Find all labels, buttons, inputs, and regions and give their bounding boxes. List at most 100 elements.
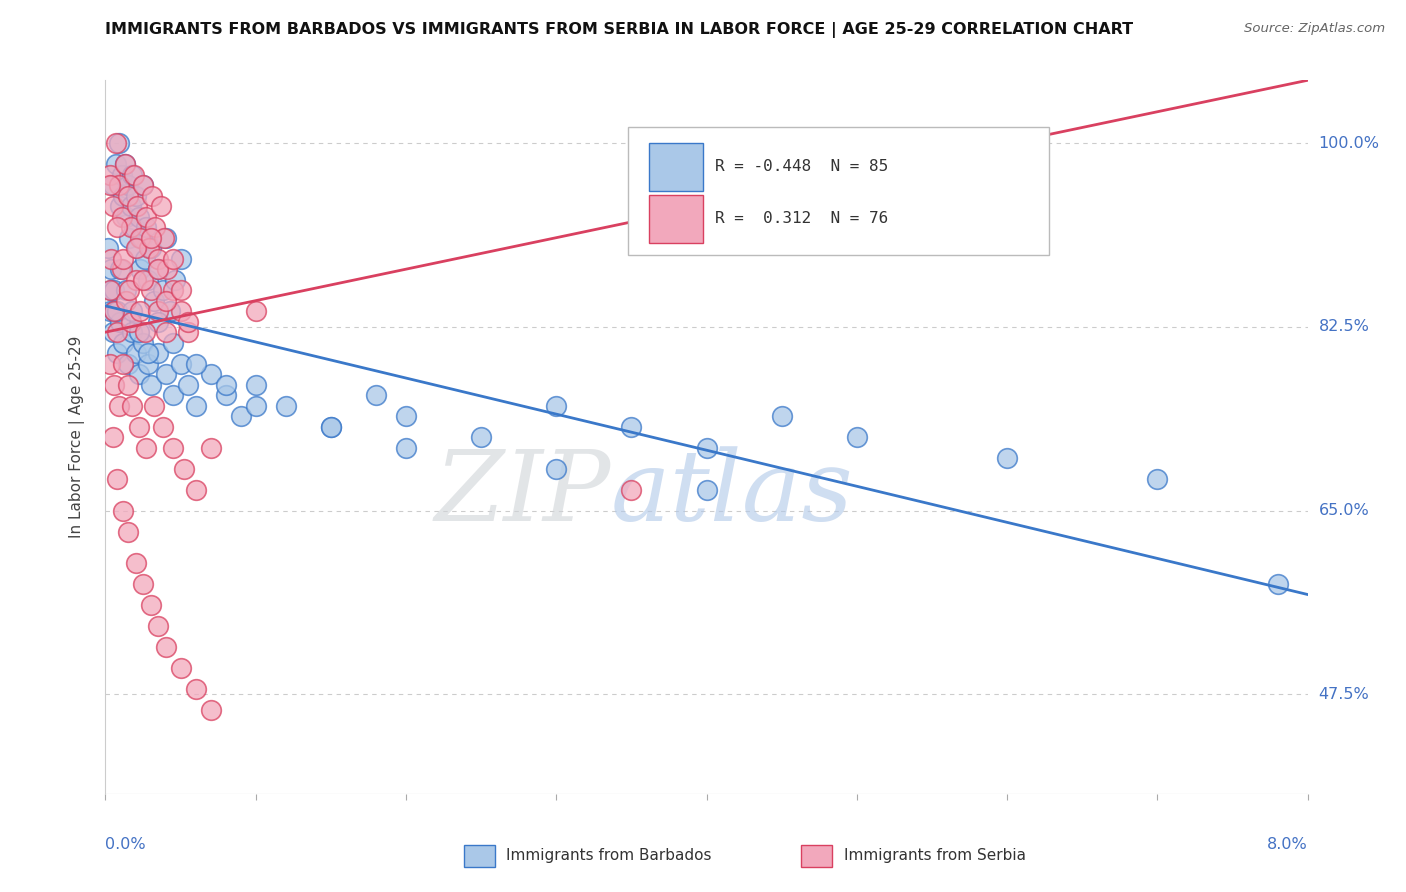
Point <box>173 461 195 475</box>
Text: atlas: atlas <box>610 447 853 541</box>
Point <box>117 188 139 202</box>
Point <box>110 199 132 213</box>
Point <box>129 262 152 277</box>
Point <box>162 252 184 266</box>
Point <box>162 335 184 350</box>
Point <box>118 230 141 244</box>
Point <box>98 168 121 182</box>
Point <box>156 262 179 277</box>
Text: R =  0.312  N = 76: R = 0.312 N = 76 <box>714 211 889 227</box>
Point <box>128 367 150 381</box>
Point <box>177 377 200 392</box>
Point <box>169 252 191 266</box>
Text: IMMIGRANTS FROM BARBADOS VS IMMIGRANTS FROM SERBIA IN LABOR FORCE | AGE 25-29 CO: IMMIGRANTS FROM BARBADOS VS IMMIGRANTS F… <box>105 22 1133 38</box>
Point <box>100 252 122 266</box>
Point <box>139 598 162 612</box>
Point <box>184 357 207 371</box>
Point <box>129 230 152 244</box>
Point <box>117 524 139 539</box>
Point <box>98 283 121 297</box>
Point <box>155 230 177 244</box>
Point <box>117 377 139 392</box>
Point <box>124 273 146 287</box>
Point <box>245 304 267 318</box>
Point <box>143 220 166 235</box>
Text: 8.0%: 8.0% <box>1267 837 1308 852</box>
Point <box>103 283 125 297</box>
Point <box>845 430 868 444</box>
Point <box>245 399 267 413</box>
Point <box>319 419 342 434</box>
Point <box>104 136 127 151</box>
Point <box>124 346 146 360</box>
Point <box>98 357 121 371</box>
Point <box>1267 577 1289 591</box>
Point <box>110 262 132 277</box>
Point <box>112 335 135 350</box>
Text: 65.0%: 65.0% <box>1319 503 1369 518</box>
Point <box>134 252 156 266</box>
Point <box>101 325 124 339</box>
Point <box>101 430 124 444</box>
Point <box>107 346 129 360</box>
Point <box>101 199 124 213</box>
Point <box>120 315 142 329</box>
Text: 47.5%: 47.5% <box>1319 687 1369 702</box>
Point <box>121 168 143 182</box>
Point <box>128 419 150 434</box>
Point <box>131 230 153 244</box>
Text: 0.0%: 0.0% <box>105 837 146 852</box>
Point <box>112 357 135 371</box>
Point <box>546 461 568 475</box>
Point <box>100 262 122 277</box>
Point <box>169 283 191 297</box>
Point <box>1146 472 1168 486</box>
Point <box>169 304 191 318</box>
Point <box>125 199 148 213</box>
Point <box>132 178 155 193</box>
Point <box>117 178 139 193</box>
Point <box>111 262 134 277</box>
FancyBboxPatch shape <box>648 195 703 243</box>
Text: Immigrants from Serbia: Immigrants from Serbia <box>844 848 1025 863</box>
Point <box>995 451 1018 466</box>
Point <box>112 252 135 266</box>
Point <box>696 441 718 455</box>
FancyBboxPatch shape <box>648 143 703 191</box>
Point <box>620 419 643 434</box>
Point <box>98 178 121 193</box>
Point <box>139 377 162 392</box>
Point <box>118 283 141 297</box>
Point <box>103 377 125 392</box>
Point <box>108 178 131 193</box>
Point <box>169 357 191 371</box>
Point <box>214 377 236 392</box>
Point <box>120 220 142 235</box>
Point <box>124 556 146 570</box>
Point <box>104 157 127 171</box>
Point <box>103 304 125 318</box>
Point <box>114 157 136 171</box>
Point <box>274 399 297 413</box>
Point <box>162 388 184 402</box>
Point <box>132 273 155 287</box>
Point <box>163 273 186 287</box>
Point <box>110 315 132 329</box>
Point <box>142 399 165 413</box>
Point <box>146 619 169 633</box>
Point <box>770 409 793 423</box>
Point <box>229 409 252 423</box>
Point <box>117 357 139 371</box>
Point <box>107 325 129 339</box>
Point <box>696 483 718 497</box>
Point <box>107 472 129 486</box>
Point <box>200 441 222 455</box>
Point <box>364 388 387 402</box>
Text: ZIP: ZIP <box>434 447 610 541</box>
Point <box>146 262 169 277</box>
Point <box>139 283 162 297</box>
Point <box>97 241 120 255</box>
Point <box>108 399 131 413</box>
Point <box>122 168 145 182</box>
Point <box>139 230 162 244</box>
